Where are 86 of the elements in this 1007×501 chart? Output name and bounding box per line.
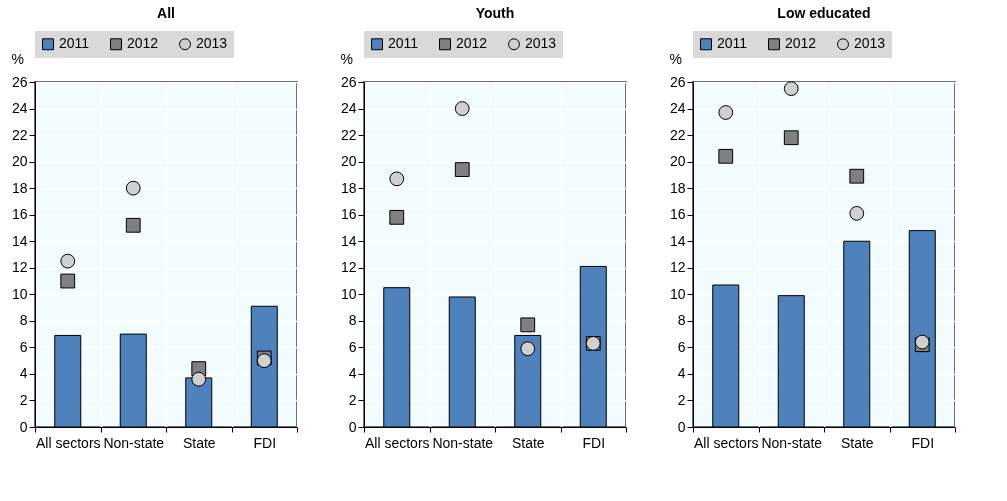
y-tick-label: 8 (348, 312, 357, 329)
point (783, 130, 799, 146)
y-axis-title: % (340, 50, 353, 67)
y-tick-label: 14 (11, 232, 28, 249)
y-tick-label: 16 (669, 206, 686, 223)
y-tick-label: 2 (348, 391, 357, 408)
y-tick-label: 10 (11, 285, 28, 302)
x-tick-label: State (511, 434, 545, 451)
y-tick-label: 4 (19, 365, 28, 382)
point (849, 205, 865, 221)
y-tick-label: 6 (19, 338, 28, 355)
x-tick-label: FDI (582, 434, 606, 451)
y-tick-label: 26 (11, 73, 28, 90)
y-tick-label: 12 (669, 259, 686, 276)
x-tick-label: FDI (911, 434, 935, 451)
x-tick-label: State (840, 434, 874, 451)
y-tick-label: 26 (340, 73, 357, 90)
point (125, 217, 141, 233)
legend-label: 2012 (456, 35, 488, 52)
y-tick-label: 26 (669, 73, 686, 90)
y-tick-label: 24 (669, 100, 686, 117)
y-axis-title: % (11, 50, 24, 67)
legend-label: 2011 (388, 35, 419, 52)
y-tick-label: 0 (19, 418, 28, 435)
point (454, 162, 470, 177)
x-tick-label: All sectors (35, 434, 101, 451)
point (520, 341, 536, 357)
point (125, 180, 141, 196)
x-tick-label: State (182, 434, 216, 451)
point (389, 171, 405, 187)
y-tick-label: 24 (11, 100, 28, 117)
x-tick-label: Non-state (103, 434, 165, 451)
x-tick-label: FDI (253, 434, 277, 451)
y-tick-label: 2 (677, 391, 686, 408)
y-tick-label: 8 (677, 312, 686, 329)
point (454, 101, 470, 116)
y-tick-label: 20 (340, 153, 357, 170)
point (191, 371, 207, 387)
y-tick-label: 10 (340, 285, 357, 302)
y-tick-label: 18 (340, 179, 357, 196)
legend-label: 2013 (854, 35, 886, 52)
point (389, 209, 405, 225)
legend-label: 2013 (196, 35, 228, 52)
point (849, 168, 865, 184)
y-tick-label: 10 (669, 285, 686, 302)
point (60, 253, 76, 269)
legend-label: 2012 (785, 35, 817, 52)
y-tick-label: 20 (669, 153, 686, 170)
y-tick-label: 4 (348, 365, 357, 382)
y-tick-label: 18 (11, 179, 28, 196)
point (718, 148, 734, 164)
y-tick-label: 22 (11, 126, 28, 143)
y-tick-label: 12 (340, 259, 357, 276)
chart-title: All (157, 5, 175, 21)
point (783, 81, 799, 97)
point (718, 105, 734, 120)
y-tick-label: 16 (340, 206, 357, 223)
legend-label: 2013 (525, 35, 557, 52)
y-tick-label: 8 (19, 312, 28, 329)
y-tick-label: 20 (11, 153, 28, 170)
y-tick-label: 22 (669, 126, 686, 143)
y-tick-label: 24 (340, 100, 357, 117)
y-tick-label: 16 (11, 206, 28, 223)
y-tick-label: 14 (340, 232, 357, 249)
y-tick-label: 0 (677, 418, 686, 435)
y-tick-label: 14 (669, 232, 686, 249)
x-tick-label: All sectors (364, 434, 430, 451)
y-tick-label: 6 (677, 338, 686, 355)
legend-label: 2011 (717, 35, 748, 52)
x-tick-label: Non-state (761, 434, 823, 451)
y-tick-label: 6 (348, 338, 357, 355)
y-tick-label: 18 (669, 179, 686, 196)
point (60, 273, 76, 289)
y-tick-label: 2 (19, 391, 28, 408)
y-axis-title: % (669, 50, 682, 67)
chart-title: Low educated (777, 5, 871, 21)
y-tick-label: 22 (340, 126, 357, 143)
y-tick-label: 0 (348, 418, 357, 435)
point (520, 317, 536, 333)
y-tick-label: 4 (677, 365, 686, 382)
y-tick-label: 12 (11, 259, 28, 276)
chart-title: Youth (475, 5, 515, 21)
x-tick-label: Non-state (432, 434, 494, 451)
legend-label: 2012 (127, 35, 159, 52)
legend-label: 2011 (59, 35, 90, 52)
x-tick-label: All sectors (693, 434, 759, 451)
